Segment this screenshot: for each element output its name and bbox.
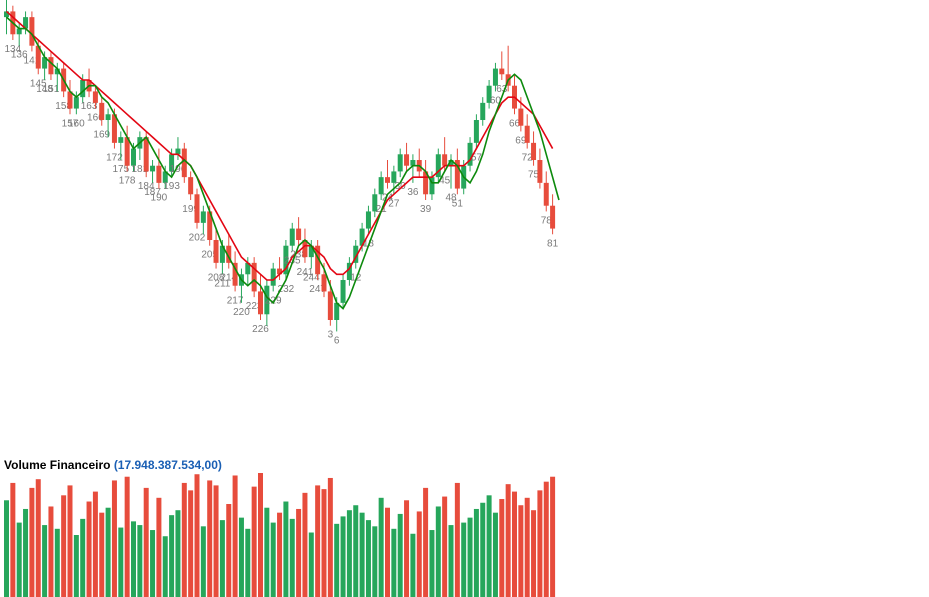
svg-text:36: 36 [407,187,419,198]
svg-text:27: 27 [388,198,400,209]
svg-text:81: 81 [547,238,559,249]
svg-text:51: 51 [452,198,464,209]
svg-text:6: 6 [334,335,340,346]
svg-text:3: 3 [328,330,334,341]
svg-text:190: 190 [151,193,168,204]
volume-bar-chart [0,455,929,597]
price-candlestick-chart: 1341361411451481511581571601631661691721… [0,0,929,400]
svg-text:39: 39 [420,204,432,215]
svg-text:160: 160 [68,118,85,129]
svg-text:193: 193 [163,181,180,192]
svg-text:178: 178 [119,175,136,186]
